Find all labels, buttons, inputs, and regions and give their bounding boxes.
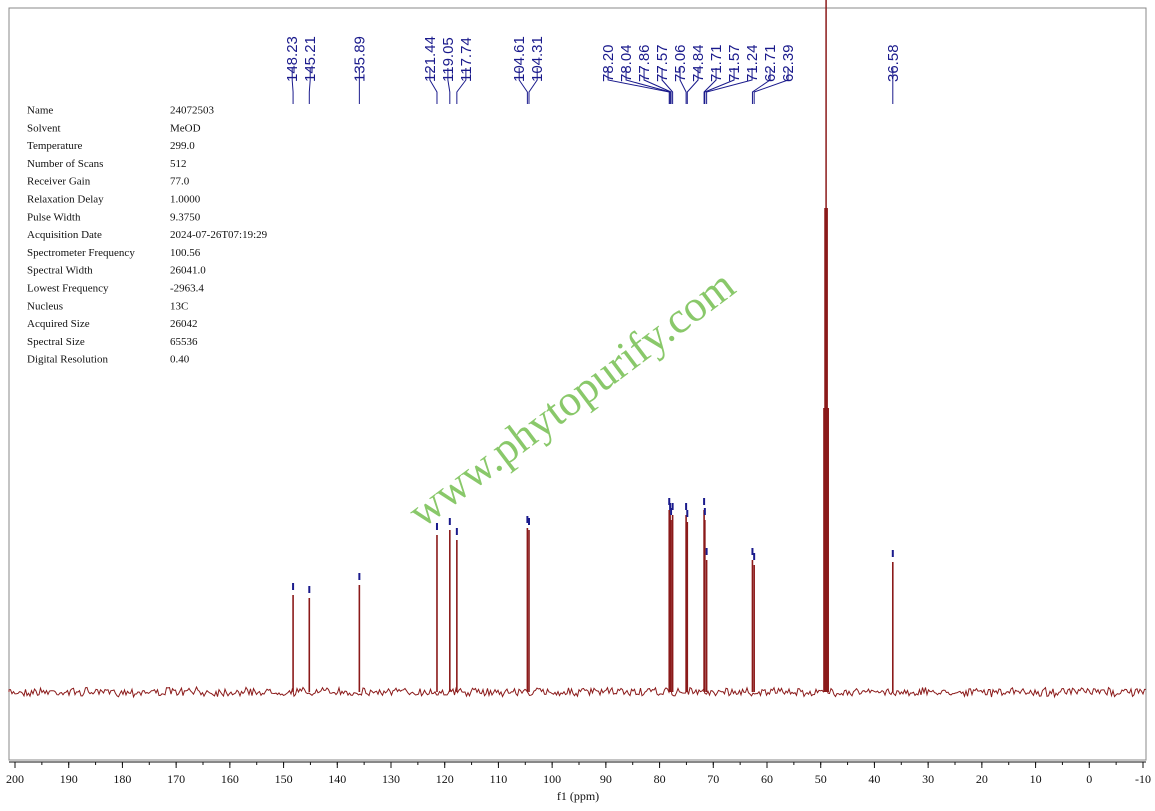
peak-leader — [686, 68, 699, 104]
peak-leader — [528, 68, 538, 104]
x-tick-label: 140 — [328, 772, 346, 786]
peak-label: 78.04 — [618, 44, 635, 82]
plot-frame — [8, 7, 1147, 761]
peak-leader — [625, 68, 671, 104]
x-tick-label: 200 — [6, 772, 24, 786]
param-name: Relaxation Delay — [27, 194, 104, 206]
peak-leader — [703, 68, 717, 104]
param-name: Lowest Frequency — [27, 283, 109, 295]
param-value: 13C — [170, 300, 188, 312]
param-value: 100.56 — [170, 247, 201, 259]
param-name: Number of Scans — [27, 158, 103, 170]
param-value: 26041.0 — [170, 265, 206, 277]
param-name: Nucleus — [27, 300, 63, 312]
peak-label: 74.84 — [690, 44, 707, 82]
peak-leader — [447, 68, 451, 104]
peak-label: 117.74 — [458, 37, 475, 82]
param-name: Acquisition Date — [27, 229, 102, 241]
param-name: Solvent — [27, 122, 61, 134]
peak-label: 62.71 — [762, 44, 779, 82]
x-tick-label: 60 — [761, 772, 773, 786]
x-tick-label: 110 — [490, 772, 508, 786]
peak-leader — [456, 68, 467, 104]
x-tick-label: 130 — [382, 772, 400, 786]
x-tick-label: 120 — [436, 772, 454, 786]
x-tick-label: 80 — [654, 772, 666, 786]
peak-leader — [518, 68, 528, 104]
param-value: 9.3750 — [170, 211, 201, 223]
peak-label: 135.89 — [351, 36, 368, 82]
x-tick-label: 190 — [60, 772, 78, 786]
x-tick-label: 150 — [275, 772, 293, 786]
param-name: Pulse Width — [27, 211, 81, 223]
baseline-noise — [8, 685, 1146, 699]
param-value: -2963.4 — [170, 283, 204, 295]
x-axis-label: f1 (ppm) — [557, 789, 599, 803]
x-tick-label: 40 — [868, 772, 880, 786]
peak-leader — [308, 68, 311, 104]
peak-label: 121.44 — [422, 36, 439, 82]
x-tick-label: 90 — [600, 772, 612, 786]
param-name: Spectrometer Frequency — [27, 247, 135, 259]
peak-label: 78.20 — [600, 44, 617, 82]
param-value: 24072503 — [170, 105, 215, 117]
x-tick-label: 100 — [543, 772, 561, 786]
param-name: Digital Resolution — [27, 354, 108, 366]
peak-label: 71.57 — [726, 44, 743, 82]
param-value: 512 — [170, 158, 187, 170]
peak-label: 75.06 — [672, 44, 689, 82]
param-name: Spectral Width — [27, 265, 93, 277]
peak-label: 104.61 — [511, 36, 528, 82]
param-value: MeOD — [170, 122, 201, 134]
x-tick-label: 50 — [815, 772, 827, 786]
param-value: 299.0 — [170, 140, 195, 152]
peak-leader — [429, 68, 438, 104]
param-value: 2024-07-26T07:19:29 — [170, 229, 268, 241]
peak-leader — [661, 68, 674, 104]
watermark: www.phytopurify.com — [399, 260, 744, 537]
param-name: Acquired Size — [27, 318, 90, 330]
x-tick-label: -10 — [1135, 772, 1151, 786]
peak-leader — [753, 68, 789, 104]
param-name: Spectral Size — [27, 336, 85, 348]
x-tick-label: 20 — [976, 772, 988, 786]
x-tick-label: 160 — [221, 772, 239, 786]
peak-leader — [643, 68, 672, 104]
peak-leader — [751, 68, 771, 104]
param-value: 65536 — [170, 336, 198, 348]
param-value: 1.0000 — [170, 194, 201, 206]
param-value: 26042 — [170, 318, 198, 330]
param-value: 0.40 — [170, 354, 190, 366]
peak-leader — [704, 68, 735, 104]
peak-label: 71.24 — [744, 44, 761, 82]
x-tick-label: 30 — [922, 772, 934, 786]
peak-label: 36.58 — [885, 44, 902, 82]
peak-label: 71.71 — [708, 44, 725, 82]
param-name: Receiver Gain — [27, 176, 91, 188]
param-name: Name — [27, 105, 53, 117]
param-value: 77.0 — [170, 176, 190, 188]
peak-leader — [679, 68, 687, 104]
peak-label: 62.39 — [780, 44, 797, 82]
peak-leader — [607, 68, 670, 104]
peak-label: 119.05 — [440, 37, 457, 82]
x-tick-label: 170 — [167, 772, 185, 786]
x-tick-label: 70 — [707, 772, 719, 786]
peak-leader — [291, 68, 294, 104]
x-tick-label: 0 — [1086, 772, 1092, 786]
x-tick-label: 10 — [1030, 772, 1042, 786]
peak-label: 148.23 — [284, 36, 301, 82]
param-name: Temperature — [27, 140, 83, 152]
peak-leader — [706, 68, 753, 104]
x-tick-label: 180 — [113, 772, 131, 786]
peak-label: 77.57 — [654, 44, 671, 82]
peak-label: 145.21 — [302, 36, 319, 82]
peak-label: 104.31 — [529, 36, 546, 82]
peak-label: 77.86 — [636, 44, 653, 82]
